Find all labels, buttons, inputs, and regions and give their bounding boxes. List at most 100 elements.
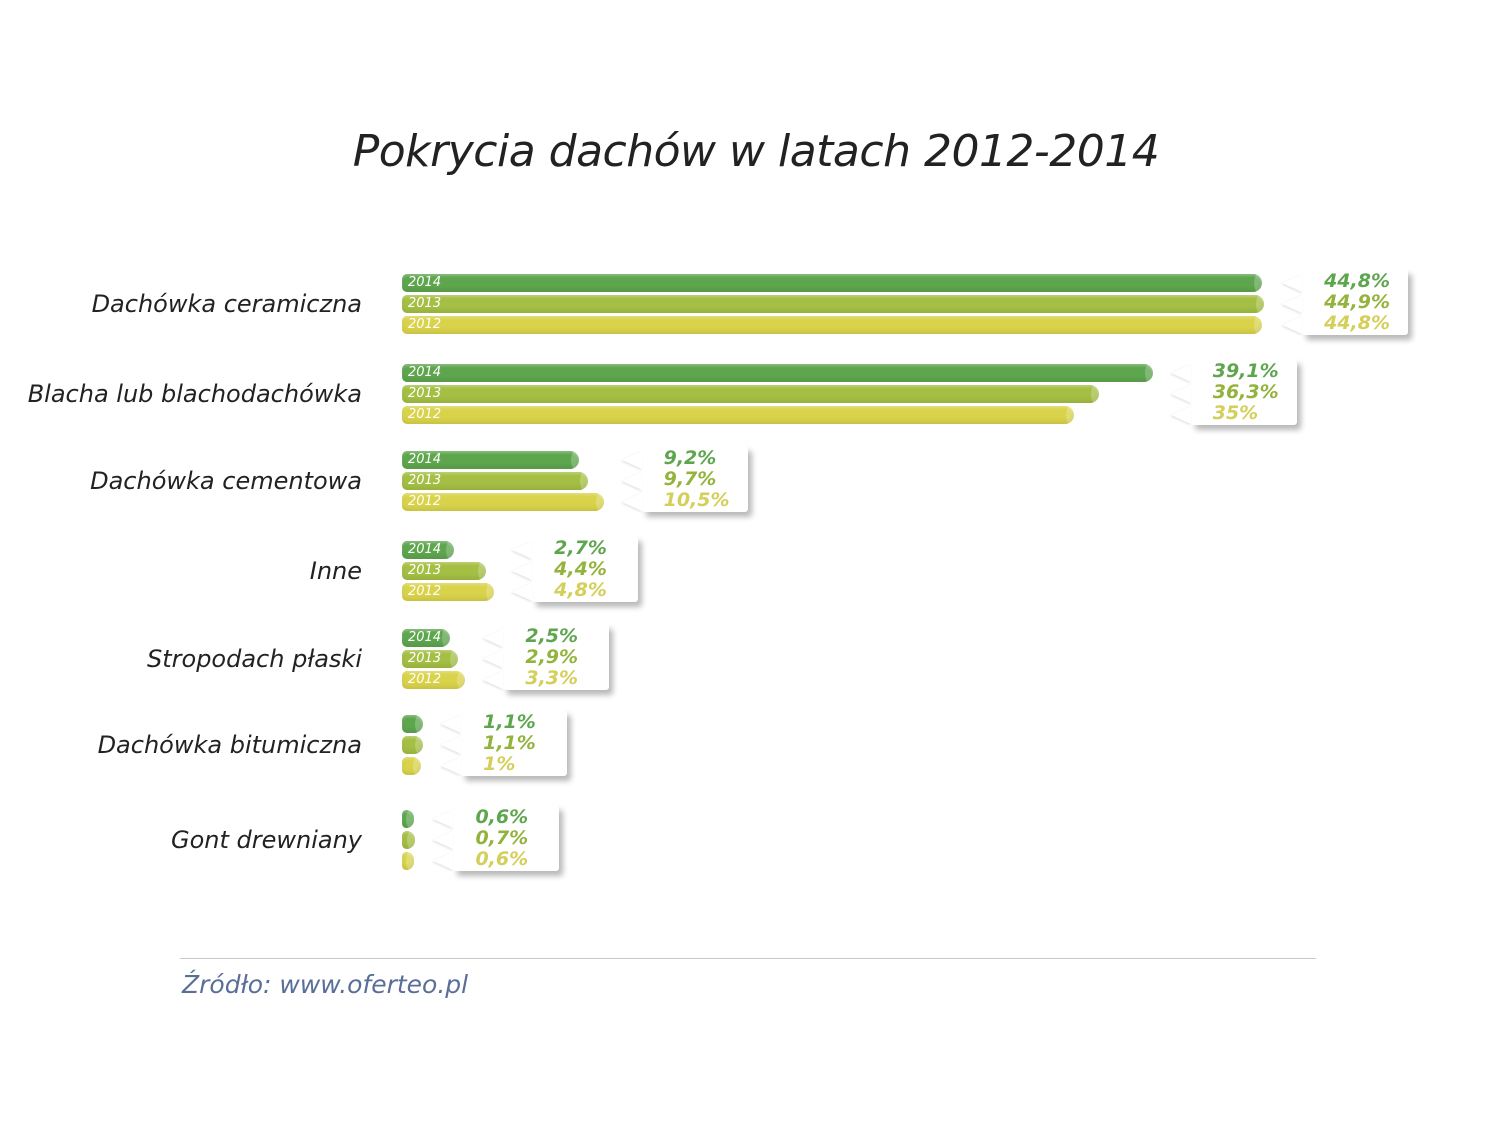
bar-2014: [402, 715, 424, 733]
data-label-2014: 2,7%: [554, 537, 607, 559]
data-label-2014: 1,1%: [483, 711, 536, 733]
data-label-2012: 44,8%: [1324, 312, 1390, 334]
callout-notch: [441, 757, 462, 775]
bar-2014: 2014: [402, 451, 579, 469]
chart-title: Pokrycia dachów w latach 2012-2014: [352, 126, 1160, 177]
year-label: 2014: [408, 542, 442, 557]
bar-cap: [580, 472, 589, 490]
bar-cap: [406, 852, 414, 870]
year-label: 2013: [408, 296, 442, 311]
year-label: 2012: [408, 584, 442, 599]
value-callout: 0,6% 0,7% 0,6%: [433, 805, 560, 871]
value-callout: 2,5% 2,9% 3,3%: [483, 624, 610, 690]
data-label-2013: 9,7%: [663, 468, 717, 490]
bar-2013: [402, 831, 416, 849]
value-callout: 44,8% 44,9% 44,8%: [1282, 269, 1409, 335]
data-label-2014: 9,2%: [663, 447, 717, 469]
category-label: Inne: [309, 557, 362, 585]
callout-notch: [512, 541, 533, 559]
bar-cap: [1090, 385, 1099, 403]
callout-notch: [1282, 316, 1303, 334]
callout-notch: [433, 810, 454, 828]
value-callout: 2,7% 4,4% 4,8%: [512, 536, 639, 602]
year-label: 2013: [408, 563, 442, 578]
category-label: Stropodach płaski: [147, 645, 362, 673]
callout-notch: [512, 583, 533, 601]
callout-notch: [483, 650, 504, 668]
bar-cap: [407, 831, 416, 849]
bar-2014: 2014: [402, 541, 454, 559]
category-label: Dachówka cementowa: [90, 467, 362, 495]
category-label: Blacha lub blachodachówka: [27, 380, 362, 408]
bar-cap: [1254, 274, 1263, 292]
data-label-2012: 0,6%: [475, 848, 529, 870]
bar-2013: 2013: [402, 472, 589, 490]
data-label-2014: 39,1%: [1212, 360, 1279, 382]
bar-cap: [595, 493, 604, 511]
data-label-2013: 36,3%: [1212, 381, 1279, 403]
data-label-2012: 35%: [1212, 402, 1259, 424]
data-label-2012: 1%: [483, 753, 516, 775]
data-label-2013: 0,7%: [475, 827, 529, 849]
bar-cap: [1144, 364, 1153, 382]
category-label: Gont drewniany: [170, 826, 362, 854]
bar-cap: [1254, 316, 1263, 334]
callout-notch: [621, 472, 642, 490]
callout-notch: [621, 451, 642, 469]
callout-notch: [1170, 406, 1191, 424]
bar-2013: 2013: [402, 562, 487, 580]
bar-2012: 2012: [402, 493, 604, 511]
bar-2013: 2013: [402, 295, 1265, 313]
bar-cap: [457, 671, 466, 689]
divider: [180, 958, 1316, 959]
category-label: Dachówka bitumiczna: [97, 731, 362, 759]
data-label-2013: 2,9%: [525, 646, 579, 668]
bar-cap: [486, 583, 495, 601]
bar-2014: 2014: [402, 274, 1263, 292]
data-label-2014: 44,8%: [1324, 270, 1390, 292]
bar-2013: [402, 736, 424, 754]
data-label-2012: 4,8%: [554, 579, 607, 601]
value-callout: 1,1% 1,1% 1%: [441, 710, 568, 776]
bar-cap: [1256, 295, 1265, 313]
callout-notch: [621, 493, 642, 511]
data-label-2012: 10,5%: [663, 489, 730, 511]
bar-2014: 2014: [402, 364, 1153, 382]
bar-cap: [1066, 406, 1074, 424]
bar-cap: [413, 757, 422, 775]
year-label: 2014: [408, 365, 442, 380]
bar-2012: [402, 852, 414, 870]
year-label: 2012: [408, 494, 442, 509]
value-callout: 9,2% 9,7% 10,5%: [621, 446, 748, 512]
bar-cap: [478, 562, 487, 580]
bar-cap: [442, 629, 450, 647]
year-label: 2014: [408, 630, 442, 645]
bar-2012: 2012: [402, 583, 495, 601]
callout-notch: [483, 629, 504, 647]
bar-cap: [445, 541, 454, 559]
data-label-2014: 2,5%: [525, 625, 579, 647]
callout-notch: [441, 715, 462, 733]
year-label: 2012: [408, 407, 442, 422]
bar-2012: 2012: [402, 316, 1263, 334]
data-label-2013: 4,4%: [554, 558, 607, 580]
year-label: 2013: [408, 651, 442, 666]
data-label-2012: 3,3%: [525, 667, 579, 689]
data-label-2013: 1,1%: [483, 732, 536, 754]
callout-notch: [1282, 274, 1303, 292]
callout-notch: [483, 671, 504, 689]
year-label: 2014: [408, 452, 442, 467]
data-label-2014: 0,6%: [475, 806, 529, 828]
callout-notch: [441, 736, 462, 754]
value-callout: 39,1% 36,3% 35%: [1170, 359, 1297, 425]
bar-2014: 2014: [402, 629, 450, 647]
callout-notch: [1282, 295, 1303, 313]
bar-2014: [402, 810, 414, 828]
bar-cap: [570, 451, 579, 469]
callout-notch: [433, 831, 454, 849]
callout-notch: [433, 852, 454, 870]
bar-2012: [402, 757, 422, 775]
year-label: 2013: [408, 386, 442, 401]
year-label: 2012: [408, 317, 442, 332]
